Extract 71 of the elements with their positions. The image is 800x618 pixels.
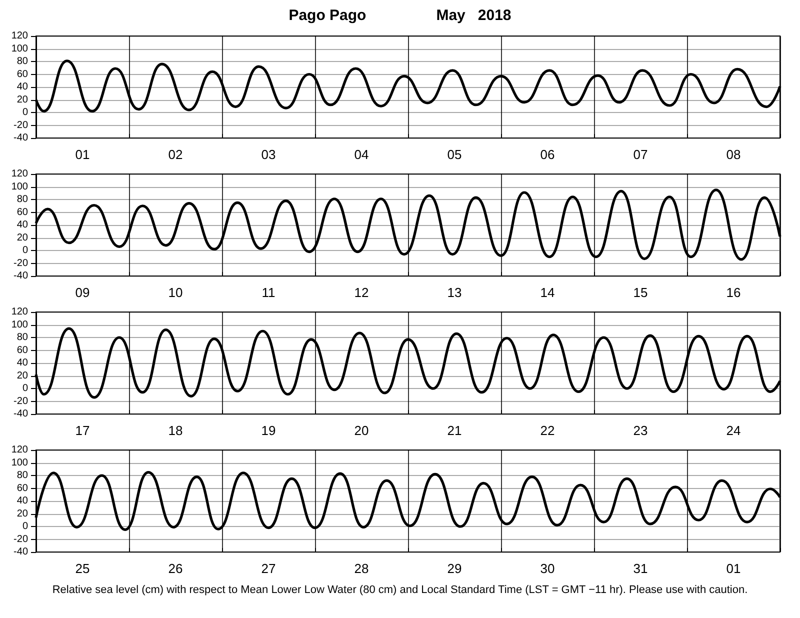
y-tick-label: 120: [11, 168, 28, 180]
y-tick-label: 0: [22, 245, 28, 256]
y-tick-label: 100: [11, 457, 28, 468]
x-tick-label: 11: [262, 285, 276, 300]
x-tick-label: 20: [354, 423, 369, 438]
y-tick-label: -40: [14, 132, 28, 144]
y-tick-label: 40: [16, 220, 28, 230]
x-tick-label: 14: [540, 285, 555, 300]
y-tick-label: -20: [14, 258, 28, 269]
y-tick-label: 120: [11, 444, 28, 456]
y-tick-label: 100: [11, 43, 28, 54]
y-tick-label: -20: [14, 120, 28, 131]
x-tick-label: 02: [168, 147, 183, 162]
y-tick-label: 40: [16, 496, 28, 506]
y-tick-label: -40: [14, 270, 28, 282]
y-tick-label: 0: [22, 383, 28, 394]
y-tick-label: 100: [11, 181, 28, 192]
y-tick-label: 20: [16, 370, 28, 382]
x-tick-label: 08: [726, 147, 741, 162]
x-tick-label: 23: [633, 423, 648, 438]
x-tick-label: 16: [726, 285, 741, 300]
x-tick-label: 05: [447, 147, 462, 162]
y-tick-label: 80: [16, 470, 28, 481]
chart-title: Pago Pago: [288, 6, 366, 24]
x-tick-label: 01: [75, 147, 90, 162]
x-tick-label: 01: [726, 561, 741, 576]
x-tick-label: 09: [75, 285, 90, 300]
x-tick-label: 29: [447, 561, 462, 576]
x-tick-label: 19: [261, 423, 276, 438]
y-tick-label: 80: [16, 332, 28, 343]
y-tick-label: 60: [16, 482, 28, 494]
y-tick-label: 60: [16, 344, 28, 356]
x-tick-label: 27: [261, 561, 276, 576]
x-tick-label: 12: [354, 285, 369, 300]
y-tick-label: -40: [14, 408, 28, 420]
y-tick-label: 60: [16, 68, 28, 80]
x-tick-label: 06: [540, 147, 555, 162]
y-tick-label: 20: [16, 232, 28, 244]
x-tick-label: 04: [354, 147, 369, 162]
chart-subtitle: May 2018: [436, 6, 512, 24]
y-tick-label: 40: [16, 82, 28, 92]
y-tick-label: 120: [11, 30, 28, 42]
x-tick-label: 24: [726, 423, 741, 438]
y-tick-label: 120: [11, 306, 28, 318]
y-tick-label: -20: [14, 534, 28, 545]
y-tick-label: 40: [16, 358, 28, 368]
y-tick-label: 80: [16, 56, 28, 67]
y-tick-label: 20: [16, 508, 28, 520]
x-tick-label: 30: [540, 561, 555, 576]
y-tick-label: 60: [16, 206, 28, 218]
y-tick-label: 100: [11, 319, 28, 330]
y-tick-label: 0: [22, 107, 28, 118]
x-tick-label: 21: [447, 423, 462, 438]
x-tick-label: 10: [168, 285, 183, 300]
y-tick-label: -20: [14, 396, 28, 407]
y-tick-label: 0: [22, 521, 28, 532]
x-tick-label: 18: [168, 423, 183, 438]
x-tick-label: 13: [447, 285, 462, 300]
text: Relative sea level (cm) with respect to Mean Lower Low Water (80 cm) and Local Standard Time (LST = GMT −11 hr). Please use with caution.: [51, 584, 749, 596]
x-tick-label: 22: [540, 423, 555, 438]
x-tick-label: 25: [75, 561, 90, 576]
x-tick-label: 31: [633, 561, 648, 576]
x-tick-label: 07: [633, 147, 648, 162]
x-tick-label: 26: [168, 561, 183, 576]
x-tick-label: 03: [261, 147, 276, 162]
x-tick-label: 15: [633, 285, 648, 300]
y-tick-label: -40: [14, 546, 28, 558]
y-tick-label: 20: [16, 94, 28, 106]
x-tick-label: 28: [354, 561, 369, 576]
y-tick-label: 80: [16, 194, 28, 205]
x-tick-label: 17: [75, 423, 90, 438]
